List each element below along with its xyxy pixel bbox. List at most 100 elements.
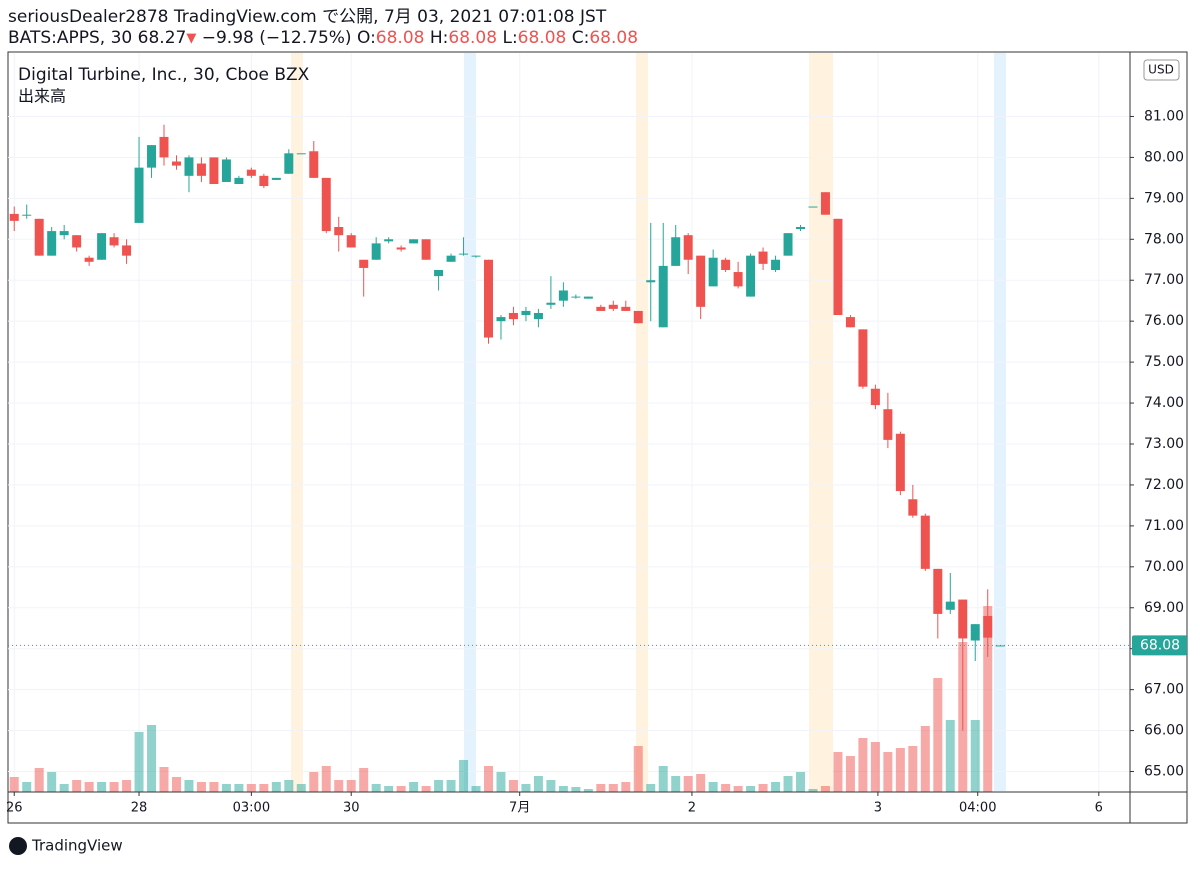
volume-bar	[771, 782, 781, 792]
candle-body	[721, 259, 731, 270]
y-tick-label: 76.00	[1144, 313, 1184, 329]
volume-bar	[883, 752, 893, 792]
volume-bar	[833, 752, 843, 792]
logo-icon	[9, 837, 27, 855]
volume-bar	[558, 786, 568, 792]
footer: TradingView	[9, 837, 123, 855]
session-band	[809, 53, 833, 791]
candle-body	[646, 280, 656, 283]
o-value: 68.08	[376, 28, 425, 48]
candle-body	[109, 237, 119, 246]
candle-body	[958, 599, 968, 639]
volume-bar	[259, 784, 269, 792]
volume-bar	[596, 784, 606, 792]
y-tick-label: 74.00	[1144, 395, 1184, 411]
candle-body	[521, 310, 531, 316]
volume-bar	[796, 772, 806, 792]
x-tick-label: 04:00	[959, 801, 996, 816]
candle-body	[796, 227, 806, 230]
volume-bar	[484, 766, 493, 792]
volume-bar	[471, 786, 481, 792]
candle-body	[471, 255, 481, 257]
currency-box[interactable]	[1143, 59, 1180, 81]
candle-body	[533, 312, 543, 320]
volume-bar	[671, 776, 681, 792]
grid	[8, 53, 1130, 792]
volume-bar	[571, 787, 581, 792]
session-band	[636, 53, 648, 791]
last-price: 68.27	[138, 28, 187, 48]
candle-body	[858, 329, 868, 387]
volume-bar	[696, 774, 706, 792]
volume-bar	[533, 776, 543, 792]
candle-body	[733, 272, 743, 287]
y-tick-label: 75.00	[1144, 354, 1184, 370]
volume-bar	[221, 784, 231, 792]
volume-bar	[933, 678, 943, 792]
volume-bar	[633, 746, 643, 792]
change: −9.98 (−12.75%)	[202, 28, 352, 48]
candle-body	[184, 157, 194, 176]
volume-bar	[309, 772, 319, 792]
candle-body	[658, 265, 668, 328]
volume-bar	[384, 786, 394, 792]
volume-bar	[895, 748, 905, 792]
volume-bar	[246, 784, 256, 792]
volume-bar	[920, 726, 930, 792]
volume-bar	[134, 732, 144, 792]
candle-body	[583, 296, 593, 299]
volume-bar	[733, 786, 743, 792]
volume-bar	[721, 784, 731, 792]
y-tick-label: 81.00	[1144, 108, 1184, 124]
y-tick-label: 66.00	[1144, 723, 1184, 739]
y-tick-label: 73.00	[1144, 436, 1184, 452]
candle-body	[346, 235, 356, 248]
volume-bar	[970, 720, 980, 792]
candle-body	[171, 161, 181, 166]
volume-bar	[845, 756, 855, 792]
candle-body	[933, 568, 943, 614]
candle-body	[396, 247, 406, 250]
candle-body	[758, 251, 768, 264]
published-line: seriousDealer2878 TradingView.com で公開, 7…	[8, 7, 607, 27]
currency[interactable]: USD	[1148, 63, 1174, 77]
candle-body	[409, 239, 419, 244]
x-tick-label: 2	[688, 801, 696, 816]
candle-body	[446, 255, 456, 262]
y-tick-label: 65.00	[1144, 764, 1184, 780]
candle-body	[59, 231, 69, 236]
candle-body	[421, 239, 431, 260]
volume-bar	[84, 782, 94, 792]
volume-bar	[683, 776, 693, 792]
candle-body	[845, 317, 855, 328]
candle-body	[159, 136, 169, 158]
candle-body	[883, 409, 893, 440]
volume-bar	[983, 606, 993, 792]
x-tick-label: 28	[131, 801, 148, 816]
c-label: C:	[572, 28, 590, 48]
volume-bar	[334, 780, 344, 792]
volume-bar	[109, 782, 119, 792]
candle-body	[621, 306, 631, 311]
session-band	[994, 53, 1006, 791]
volume-bar	[908, 746, 918, 792]
volume-bar	[746, 786, 756, 792]
volume-bar	[346, 780, 356, 792]
candle-body	[221, 159, 231, 182]
y-tick-label: 78.00	[1144, 231, 1184, 247]
candle-body	[696, 255, 706, 307]
header: seriousDealer2878 TradingView.com で公開, 7…	[8, 7, 607, 27]
candle-body	[920, 515, 930, 569]
candle-body	[833, 218, 843, 316]
volume-title: 出来高	[18, 87, 66, 106]
candle-body	[633, 310, 643, 324]
session-band	[464, 53, 476, 791]
volume-bar	[783, 776, 793, 792]
candle-body	[271, 177, 281, 180]
volume-bar	[72, 780, 82, 792]
volume-bar	[47, 772, 57, 792]
candle-body	[820, 192, 830, 215]
candle-body	[72, 235, 82, 248]
candle-body	[608, 304, 618, 309]
